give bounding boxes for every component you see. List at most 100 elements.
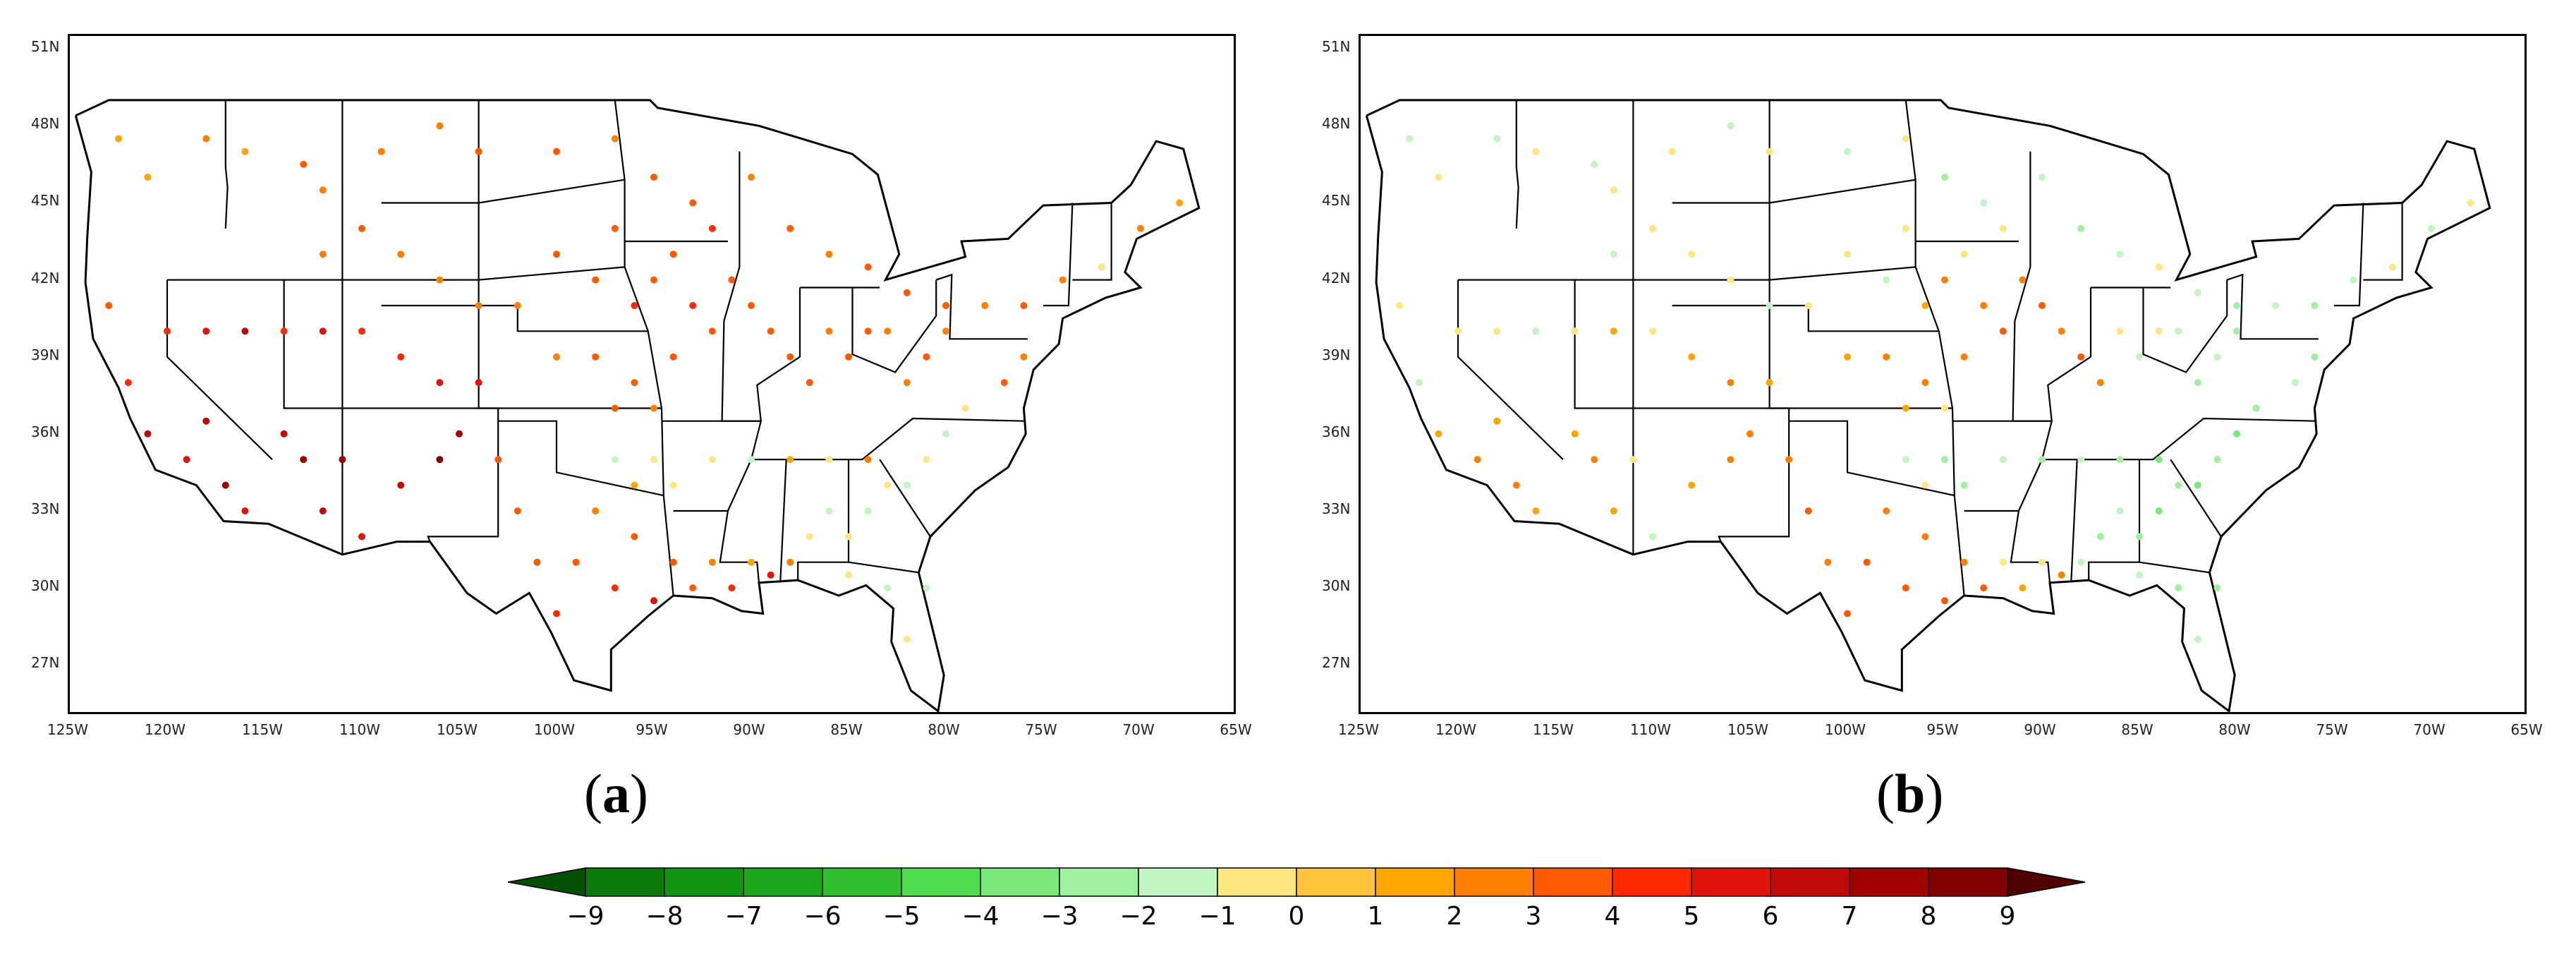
y-tick-label: 33N <box>31 500 60 517</box>
colorbar-segment <box>1533 867 1613 897</box>
colorbar-label: 1 <box>1367 902 1384 931</box>
panel-a-station-point <box>650 404 657 412</box>
colorbar-segment <box>743 867 823 897</box>
colorbar-label: 8 <box>1920 902 1937 931</box>
colorbar-segment <box>1454 867 1534 897</box>
x-tick-label: 90W <box>733 721 765 738</box>
panel-a-station-point <box>358 533 365 541</box>
panel-a-station-point <box>708 224 716 232</box>
panel-b-state-boundary <box>2010 151 2053 583</box>
panel-a-state-boundary <box>614 99 674 596</box>
panel-a-state-boundary <box>935 273 1028 340</box>
panel-b-station-point <box>1804 302 1812 309</box>
panel-b-station-point <box>1610 186 1617 194</box>
panel-a-state-boundary <box>1043 203 1074 307</box>
panel-a-station-point <box>456 430 463 438</box>
panel-a-station-point <box>436 456 444 464</box>
panel-b-station-point <box>1493 327 1501 335</box>
panel-b-station-point <box>2388 263 2396 271</box>
panel-a-state-boundary <box>719 151 763 583</box>
panel-a-station-point <box>708 456 716 464</box>
colorbar-label: 4 <box>1604 902 1621 931</box>
panel-b-station-point <box>2039 302 2046 309</box>
x-tick-label: 105W <box>1727 721 1768 738</box>
panel-b-station-point <box>1980 302 1988 309</box>
panel-a-state-boundary <box>427 99 499 542</box>
panel-a-station-point <box>903 379 911 387</box>
panel-b-station-point <box>1571 327 1579 335</box>
panel-b-station-point <box>1785 456 1793 464</box>
panel-a-station-point <box>961 404 969 412</box>
panel-b-station-point <box>2194 289 2201 296</box>
panel-a-station-point <box>592 276 600 284</box>
colorbar-under-arrow <box>508 867 586 897</box>
panel-a-station-point <box>864 327 872 335</box>
colorbar-label: −6 <box>803 902 842 931</box>
panel-b-station-point <box>1649 327 1656 335</box>
panel-a-station-point <box>631 533 638 541</box>
panel-a-station-point <box>981 302 989 309</box>
panel-a-station-point <box>942 302 949 309</box>
panel-b-station-point <box>2213 584 2221 592</box>
colorbar-segment <box>1612 867 1692 897</box>
panel-a-station-point <box>650 276 657 284</box>
panel-a-station-point <box>611 456 619 464</box>
panel-b-state-boundary <box>1458 266 1916 281</box>
colorbar-label: −4 <box>961 902 1000 931</box>
panel-a-station-point <box>436 379 444 387</box>
y-tick-label: 45N <box>31 192 60 210</box>
panel-b-station-point <box>2155 456 2163 464</box>
panel-a-station-point <box>748 558 755 566</box>
x-tick-label: 100W <box>534 721 575 738</box>
panel-b-state-boundary <box>2170 459 2222 538</box>
panel-a-station-point <box>611 135 619 143</box>
panel-b-station-point <box>2194 481 2201 489</box>
x-tick-label: 125W <box>1338 721 1379 738</box>
panel-b-station-point <box>1493 417 1501 425</box>
colorbar-label: 3 <box>1525 902 1542 931</box>
panel-a-station-point <box>825 327 833 335</box>
panel-a-station-point <box>514 302 521 309</box>
panel-a-station-point <box>514 507 521 514</box>
y-tick-label: 36N <box>1322 423 1351 440</box>
panel-a-station-point <box>825 456 833 464</box>
panel-a-station-point <box>339 456 346 464</box>
panel-b-station-point <box>2116 456 2124 464</box>
panel-b-station-point <box>2233 327 2240 335</box>
panel-a-station-point <box>942 327 949 335</box>
panel-b-station-point <box>1688 481 1696 489</box>
panel-a-station-point <box>592 507 600 514</box>
panel-b-state-boundary <box>1718 99 1790 542</box>
panel-a-station-point <box>728 584 736 592</box>
panel-a-station-point <box>611 404 619 412</box>
panel-a-station-point <box>592 353 600 361</box>
panel-a-station-point <box>300 160 308 168</box>
panel-b-station-point <box>1610 251 1617 258</box>
panel-b-station-point <box>1999 327 2007 335</box>
colorbar-segment <box>1691 867 1771 897</box>
panel-b-station-point <box>1941 456 1948 464</box>
panel-a-station-point <box>650 597 657 605</box>
panel-b-station-point <box>2058 571 2065 579</box>
panel-a-station-point <box>903 635 911 643</box>
colorbar-label: 5 <box>1683 902 1700 931</box>
x-tick-label: 75W <box>2316 721 2348 738</box>
panel-a-station-point <box>806 533 813 541</box>
map-plot-a <box>68 34 1236 714</box>
panel-b-station-point <box>2116 327 2124 335</box>
panel-a-station-point <box>1059 276 1067 284</box>
panel-b-station-point <box>1454 327 1462 335</box>
y-tick-label: 42N <box>1322 269 1351 287</box>
panel-b-station-point <box>1649 224 1656 232</box>
panel-b-station-point <box>2291 379 2299 387</box>
panel-a-station-point <box>786 558 794 566</box>
panel-a-station-point <box>475 379 482 387</box>
panel-a-station-point <box>144 430 152 438</box>
panel-a-station-point <box>611 224 619 232</box>
panel-a-station-point <box>669 558 677 566</box>
y-tick-label: 36N <box>31 423 60 440</box>
panel-a-station-point <box>202 327 210 335</box>
panel-label-b: (b) <box>1876 763 1944 824</box>
panel-b-station-point <box>1591 456 1598 464</box>
colorbar-label: −2 <box>1119 902 1158 931</box>
